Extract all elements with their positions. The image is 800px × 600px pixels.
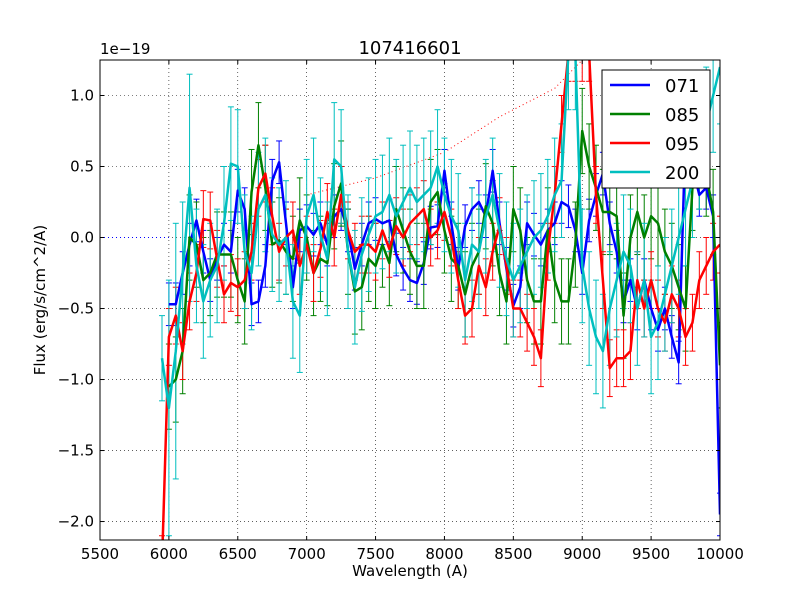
x-tick-label: 5500 xyxy=(81,545,119,563)
series-line-095 xyxy=(161,60,720,540)
x-tick-label: 6000 xyxy=(150,545,188,563)
chart-title: 107416601 xyxy=(358,38,461,59)
y-tick-label: −1.5 xyxy=(58,442,94,460)
legend-label-095: 095 xyxy=(665,134,699,155)
x-tick-label: 10000 xyxy=(696,545,744,563)
x-tick-label: 8000 xyxy=(425,545,463,563)
x-tick-label: 6500 xyxy=(219,545,257,563)
series-line-200 xyxy=(160,60,720,410)
legend-label-200: 200 xyxy=(665,163,699,184)
y-tick-label: −2.0 xyxy=(58,513,94,531)
legend-label-085: 085 xyxy=(665,105,699,126)
y-tick-label: −1.0 xyxy=(58,371,94,389)
plot-frame xyxy=(99,59,721,541)
y-tick-label: 1.0 xyxy=(70,87,94,105)
legend-box xyxy=(601,69,711,189)
x-tick-label: 8500 xyxy=(494,545,532,563)
ticks: 5500 6000 6500 7000 7500 8000 8500 9000 9500 1000… xyxy=(58,60,744,563)
y-offset-label: 1e−19 xyxy=(100,40,150,58)
x-axis-label: Wavelength (A) xyxy=(352,562,468,580)
y-tick-label: 0.5 xyxy=(70,158,94,176)
legend-label-071: 071 xyxy=(665,76,699,97)
data-layer xyxy=(100,60,720,540)
x-tick-label: 9500 xyxy=(632,545,670,563)
x-tick-label: 7500 xyxy=(356,545,394,563)
y-tick-label: 0.0 xyxy=(70,229,94,247)
y-tick-label: −0.5 xyxy=(58,300,94,318)
legend: 071 085 095 200 xyxy=(601,69,711,189)
x-tick-label: 7000 xyxy=(288,545,326,563)
series-line-071 xyxy=(168,129,720,515)
x-tick-label: 9000 xyxy=(563,545,601,563)
y-axis-label: Flux (erg/s/cm^2/A) xyxy=(31,225,49,376)
